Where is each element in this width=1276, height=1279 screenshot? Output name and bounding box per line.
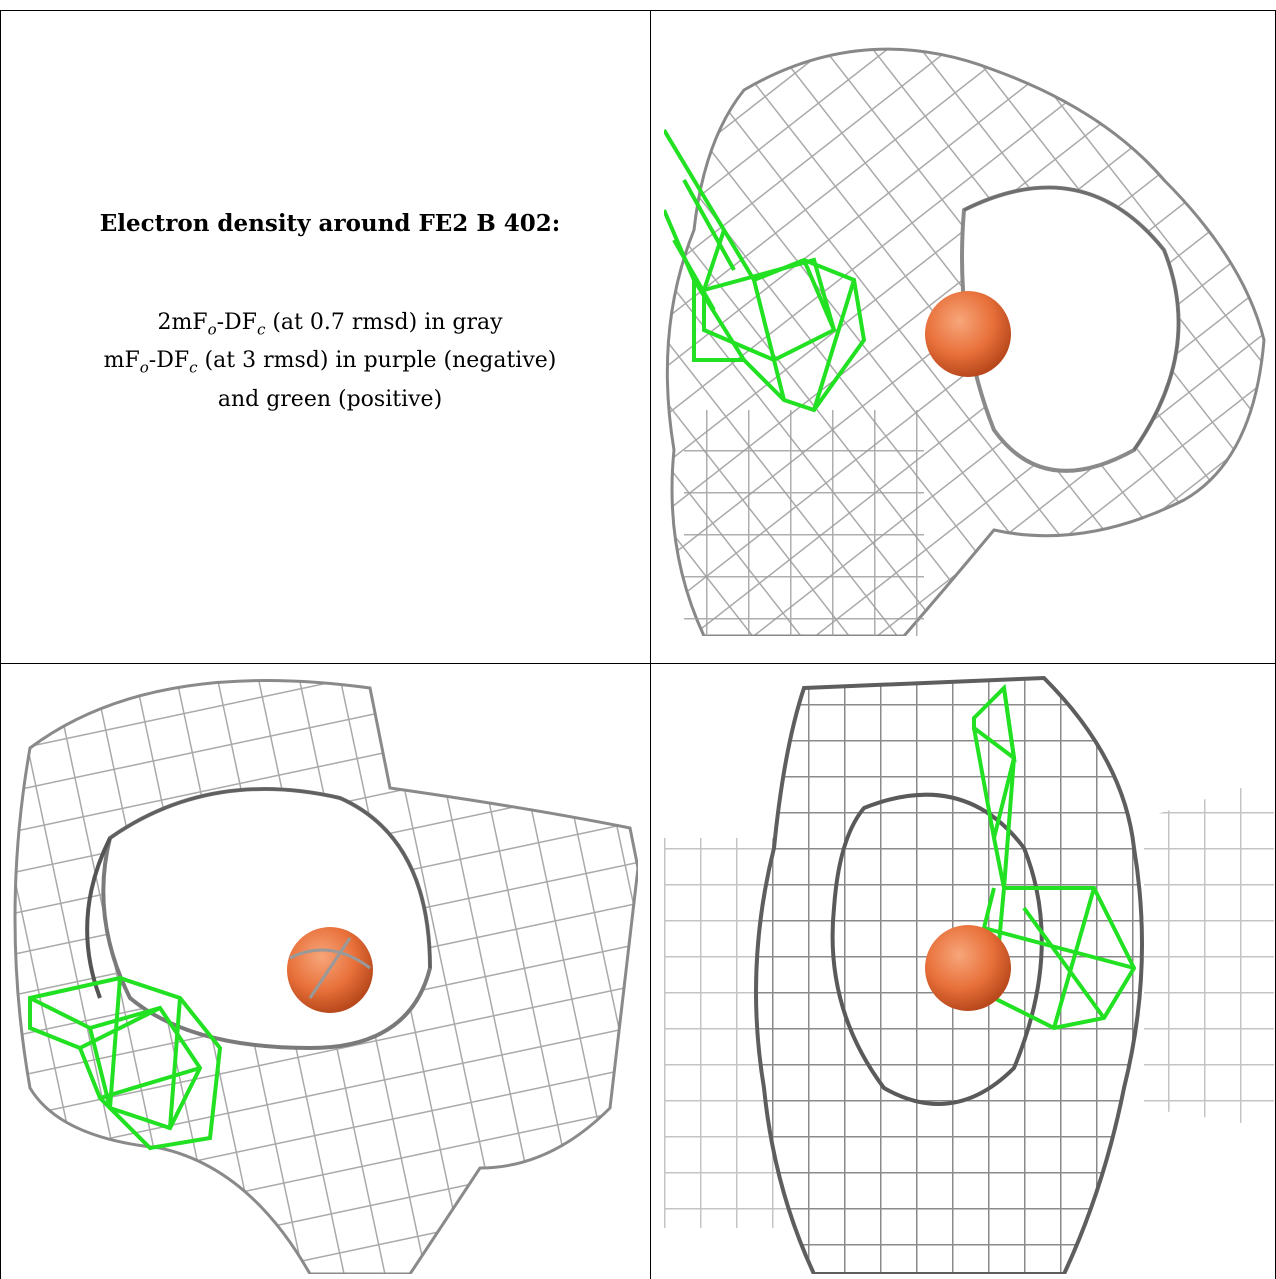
legend-line-difference: mFo-DFc (at 3 rmsd) in purple (negative) [103, 348, 557, 377]
view-bottom-left [10, 668, 638, 1274]
density-mesh-view-icon [664, 47, 1266, 636]
caption-cell: Electron density around FE2 B 402: 2mFo-… [10, 10, 650, 662]
legend-line-positive: and green (positive) [217, 386, 443, 412]
legend-line-gray: 2mFo-DFc (at 0.7 rmsd) in gray [157, 310, 503, 339]
caption-legend: 2mFo-DFc (at 0.7 rmsd) in gray mFo-DFc (… [104, 307, 557, 416]
caption-title: Electron density around FE2 B 402: [99, 210, 561, 237]
border-mid-vertical [650, 10, 651, 1279]
border-top [0, 10, 1276, 11]
view-bottom-right [664, 668, 1274, 1274]
density-mesh-view-icon [664, 675, 1274, 1274]
density-mesh-view-icon [13, 679, 638, 1274]
view-top-right [664, 30, 1274, 636]
border-left [0, 10, 1, 1279]
border-mid-horizontal [0, 663, 1276, 664]
